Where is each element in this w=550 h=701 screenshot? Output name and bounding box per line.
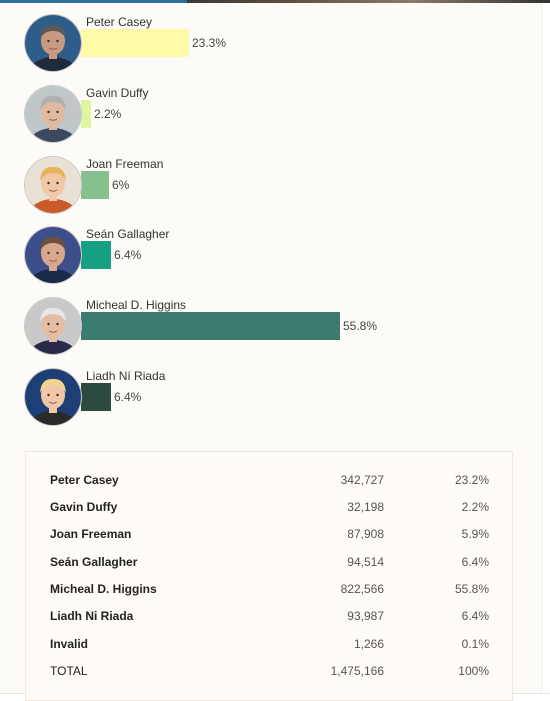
candidate-photo-icon: [25, 227, 81, 283]
table-cell-votes: 1,475,166: [330, 664, 384, 678]
candidate-row: 23.3% Peter Casey: [0, 15, 540, 79]
candidate-name: Joan Freeman: [86, 157, 164, 171]
table-cell-votes: 822,566: [340, 582, 384, 596]
bar-value-label: 6.4%: [114, 248, 142, 262]
table-row: Peter Casey 342,727 23.2%: [26, 473, 514, 493]
table-cell-votes: 1,266: [353, 637, 384, 651]
table-cell-percent: 0.1%: [461, 637, 489, 651]
candidate-row: 6% Joan Freeman: [0, 157, 540, 221]
table-cell-percent: 55.8%: [454, 582, 489, 596]
table-cell-name: Liadh Ni Riada: [50, 609, 134, 623]
top-image-strip: [0, 0, 550, 3]
table-row: Joan Freeman 87,908 5.9%: [26, 527, 514, 547]
candidate-photo-icon: [25, 15, 81, 71]
candidate-name: Micheal D. Higgins: [86, 298, 187, 312]
candidate-row: 6.4% Seán Gallagher: [0, 227, 540, 291]
candidate-photo-icon: [25, 369, 81, 425]
result-bar: [81, 29, 189, 57]
table-cell-percent: 5.9%: [461, 527, 489, 541]
candidate-photo-icon: [25, 157, 81, 213]
table-cell-votes: 93,987: [347, 609, 384, 623]
results-table: Peter Casey 342,727 23.2% Gavin Duffy 32…: [25, 451, 513, 701]
result-bar: [81, 312, 340, 340]
table-cell-name: Peter Casey: [50, 473, 119, 487]
table-cell-name: Invalid: [50, 637, 89, 651]
table-cell-percent: 6.4%: [461, 555, 489, 569]
table-cell-name: Gavin Duffy: [50, 500, 118, 514]
bar-value-label: 2.2%: [94, 107, 122, 121]
table-cell-percent: 23.2%: [454, 473, 489, 487]
candidate-row: 2.2% Gavin Duffy: [0, 86, 540, 150]
result-bar: [81, 171, 109, 199]
candidate-name: Liadh Ní Riada: [86, 369, 166, 383]
page-right-edge: [541, 3, 550, 698]
bar-value-label: 6%: [112, 178, 130, 192]
candidate-row: 55.8% Micheal D. Higgins: [0, 298, 540, 362]
candidate-photo-icon: [25, 86, 81, 142]
table-cell-name: Seán Gallagher: [50, 555, 138, 569]
table-cell-votes: 94,514: [347, 555, 384, 569]
table-cell-percent: 100%: [458, 664, 489, 678]
table-cell-name: Joan Freeman: [50, 527, 132, 541]
table-cell-percent: 6.4%: [461, 609, 489, 623]
table-row: Invalid 1,266 0.1%: [26, 637, 514, 657]
result-bar: [81, 383, 111, 411]
bar-value-label: 23.3%: [192, 36, 227, 50]
table-cell-name: Micheal D. Higgins: [50, 582, 157, 596]
table-cell-votes: 342,727: [340, 473, 384, 487]
table-row: Gavin Duffy 32,198 2.2%: [26, 500, 514, 520]
table-cell-votes: 32,198: [347, 500, 384, 514]
table-row: Liadh Ni Riada 93,987 6.4%: [26, 609, 514, 629]
table-row: Micheal D. Higgins 822,566 55.8%: [26, 582, 514, 602]
table-cell-name: TOTAL: [50, 664, 88, 678]
bar-value-label: 55.8%: [343, 319, 378, 333]
result-bar: [81, 241, 111, 269]
candidate-name: Peter Casey: [86, 15, 153, 29]
table-row-total: TOTAL 1,475,166 100%: [26, 664, 514, 684]
result-bar: [81, 100, 91, 128]
table-row: Seán Gallagher 94,514 6.4%: [26, 555, 514, 575]
candidate-photo-icon: [25, 298, 81, 354]
bar-value-label: 6.4%: [114, 390, 142, 404]
candidate-name: Gavin Duffy: [86, 86, 149, 100]
candidate-row: 6.4% Liadh Ní Riada: [0, 369, 540, 433]
candidate-name: Seán Gallagher: [86, 227, 170, 241]
table-cell-percent: 2.2%: [461, 500, 489, 514]
table-cell-votes: 87,908: [347, 527, 384, 541]
